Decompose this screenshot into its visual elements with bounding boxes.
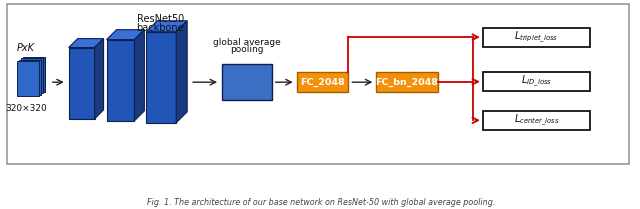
FancyBboxPatch shape xyxy=(483,28,590,47)
Text: $\mathit{L}_{triplet\_loss}$: $\mathit{L}_{triplet\_loss}$ xyxy=(515,29,559,45)
Text: FC_bn_2048: FC_bn_2048 xyxy=(376,78,438,87)
Text: $\mathit{L}_{ID\_loss}$: $\mathit{L}_{ID\_loss}$ xyxy=(521,74,552,89)
Text: FC_2048: FC_2048 xyxy=(300,78,345,87)
Text: $\mathit{L}_{center\_loss}$: $\mathit{L}_{center\_loss}$ xyxy=(513,113,559,128)
FancyBboxPatch shape xyxy=(23,57,45,92)
Polygon shape xyxy=(106,40,134,121)
Polygon shape xyxy=(68,47,95,119)
Polygon shape xyxy=(147,21,187,32)
FancyBboxPatch shape xyxy=(222,64,272,100)
Text: global average: global average xyxy=(213,38,281,47)
FancyBboxPatch shape xyxy=(483,72,590,91)
FancyBboxPatch shape xyxy=(483,111,590,130)
FancyBboxPatch shape xyxy=(376,72,438,92)
FancyBboxPatch shape xyxy=(19,60,41,94)
Polygon shape xyxy=(68,39,104,47)
Text: 320×320: 320×320 xyxy=(5,104,47,113)
Polygon shape xyxy=(106,30,145,40)
FancyBboxPatch shape xyxy=(21,59,43,93)
Polygon shape xyxy=(134,30,145,121)
Text: pooling: pooling xyxy=(230,45,264,55)
Text: ResNet50: ResNet50 xyxy=(137,14,184,24)
Text: PxK: PxK xyxy=(17,43,35,54)
Polygon shape xyxy=(176,21,187,123)
FancyBboxPatch shape xyxy=(297,72,348,92)
FancyBboxPatch shape xyxy=(17,61,39,96)
FancyBboxPatch shape xyxy=(7,4,629,164)
Polygon shape xyxy=(95,39,104,119)
Text: Fig. 1. The architecture of our base network on ResNet-50 with global average po: Fig. 1. The architecture of our base net… xyxy=(147,198,496,207)
Polygon shape xyxy=(147,32,176,123)
Text: backbone: backbone xyxy=(136,23,184,33)
